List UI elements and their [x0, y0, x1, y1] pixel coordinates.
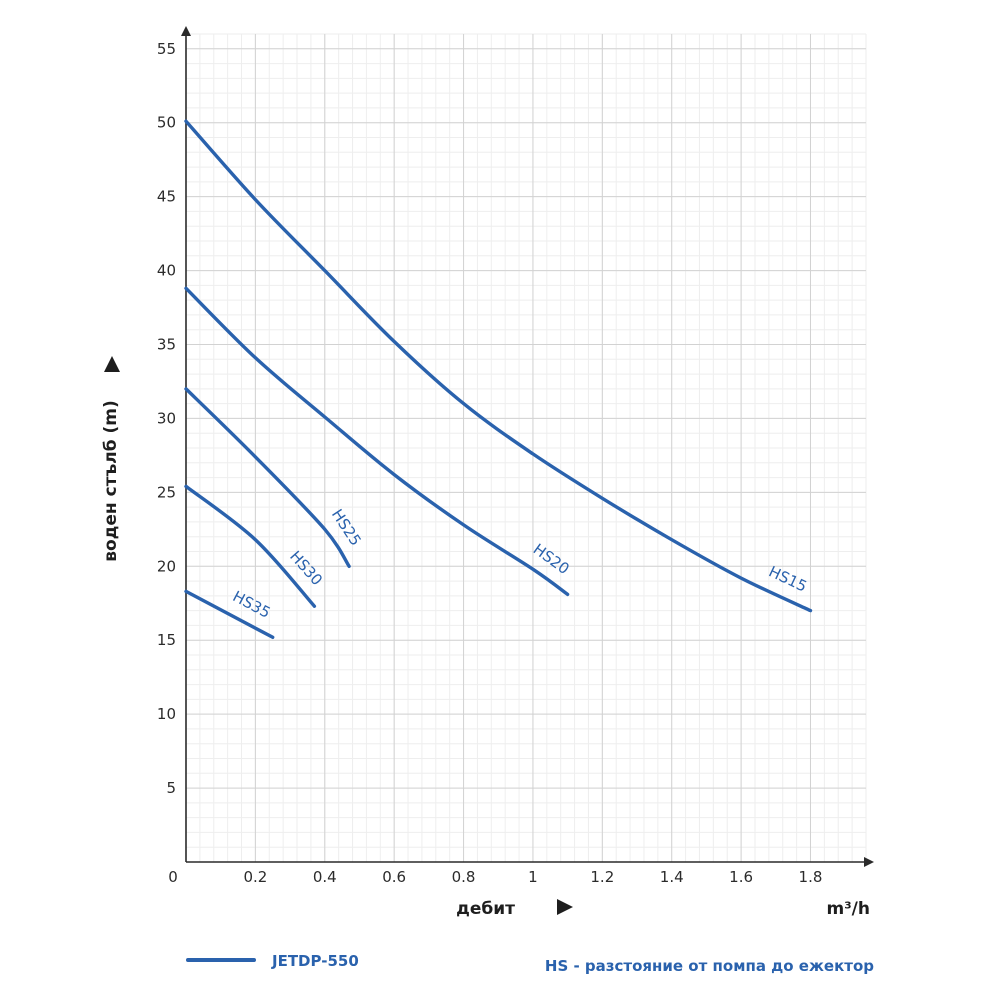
- y-title-arrow-icon: [104, 356, 120, 372]
- x-tick-label: 1.8: [799, 868, 823, 886]
- series-line-hs25: [184, 387, 351, 568]
- y-tick-label: 5: [166, 779, 176, 797]
- series-line-hs30: [184, 484, 317, 608]
- x-tick-label: 0.2: [243, 868, 267, 886]
- y-tick-label: 25: [157, 483, 176, 501]
- y-axis-arrow-icon: [181, 26, 191, 36]
- series-line-hs15: [184, 119, 813, 613]
- legend-entry-jetdp-550: JETDP-550: [271, 952, 359, 970]
- series-line-hs20: [184, 286, 570, 597]
- axes: [181, 26, 874, 867]
- x-tick-label: 1.4: [660, 868, 684, 886]
- x-tick-label: 1.2: [590, 868, 614, 886]
- hs-explanation-note: HS - разстояние от помпа до ежектор: [545, 957, 874, 975]
- y-tick-label: 55: [157, 40, 176, 58]
- series-label-hs15: HS15: [766, 562, 810, 595]
- series-label-hs30: HS30: [286, 547, 326, 589]
- y-tick-label: 40: [157, 262, 176, 280]
- x-tick-label: 0.6: [382, 868, 406, 886]
- series-line-hs35: [184, 589, 275, 639]
- major-grid: [186, 34, 866, 862]
- x-tick-label: 0.8: [452, 868, 476, 886]
- x-tick-label: 0.4: [313, 868, 337, 886]
- x-axis-title: дебит: [456, 899, 515, 919]
- y-tick-labels: 5 10 15 20 25 30 35 40 45 50 55: [157, 40, 176, 797]
- y-tick-label: 35: [157, 336, 176, 354]
- y-tick-label: 20: [157, 557, 176, 575]
- x-tick-label: 0: [168, 868, 178, 886]
- x-tick-label: 1: [528, 868, 538, 886]
- x-axis-unit: m³/h: [827, 899, 870, 919]
- y-tick-label: 10: [157, 705, 176, 723]
- x-title-arrow-icon: [557, 899, 573, 915]
- y-tick-label: 30: [157, 409, 176, 427]
- y-tick-label: 45: [157, 188, 176, 206]
- y-tick-label: 50: [157, 114, 176, 132]
- x-tick-labels: 0 0.2 0.4 0.6 0.8 1 1.2 1.4 1.6 1.8: [168, 868, 822, 886]
- y-tick-label: 15: [157, 631, 176, 649]
- x-axis-arrow-icon: [864, 857, 874, 867]
- y-axis-title: воден стълб (m): [101, 400, 121, 562]
- x-tick-label: 1.6: [729, 868, 753, 886]
